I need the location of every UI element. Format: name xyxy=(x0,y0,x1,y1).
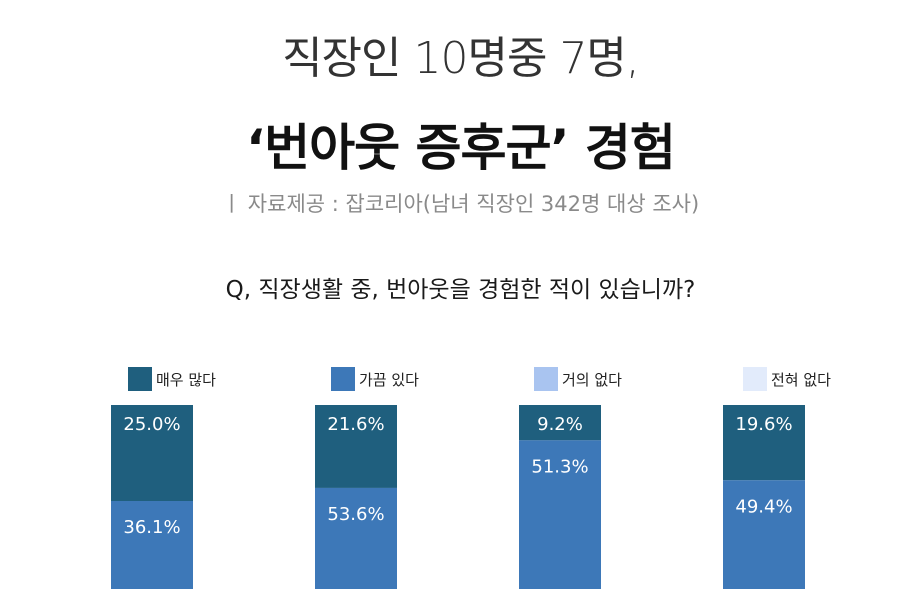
bar-segment-1-col-4 xyxy=(723,405,805,481)
data-label-2-col-1: 36.1% xyxy=(123,517,180,538)
source-note: ㅣ 자료제공 : 잡코리아(남녀 직장인 342명 대상 조사) xyxy=(221,192,700,216)
title-line-1: 직장인 10명중 7명, xyxy=(282,33,640,84)
legend-swatch xyxy=(743,367,767,391)
data-label-2-col-3: 51.3% xyxy=(531,456,588,477)
data-label-2-col-2: 53.6% xyxy=(327,504,384,525)
title-line-2: ‘번아웃 증후군’ 경험 xyxy=(246,119,676,177)
bar-segment-1-col-2 xyxy=(315,405,397,488)
bar-segment-1-col-3 xyxy=(519,405,601,441)
legend-item-sometimes: 가끔 있다 xyxy=(331,367,419,391)
legend-swatch xyxy=(331,367,355,391)
data-label-1-col-2: 21.6% xyxy=(327,414,384,435)
bar-segment-1-col-1 xyxy=(111,405,193,501)
legend-item-rarely: 거의 없다 xyxy=(534,367,622,391)
bar-segment-2-col-3 xyxy=(519,440,601,589)
legend-label: 거의 없다 xyxy=(562,370,622,389)
survey-question: Q, 직장생활 중, 번아웃을 경험한 적이 있습니까? xyxy=(225,277,696,303)
data-label-1-col-1: 25.0% xyxy=(123,414,180,435)
data-label-1-col-4: 19.6% xyxy=(735,414,792,435)
legend-label: 매우 많다 xyxy=(156,370,216,389)
legend-swatch xyxy=(128,367,152,391)
legend-item-very-often: 매우 많다 xyxy=(128,367,216,391)
legend-label: 전혀 없다 xyxy=(771,370,831,389)
legend-label: 가끔 있다 xyxy=(359,370,419,389)
bar-segment-2-col-4 xyxy=(723,480,805,589)
data-label-1-col-3: 9.2% xyxy=(537,414,583,435)
bar-segment-2-col-2 xyxy=(315,487,397,589)
data-label-2-col-4: 49.4% xyxy=(735,496,792,517)
bar-segment-2-col-1 xyxy=(111,501,193,589)
legend-swatch xyxy=(534,367,558,391)
legend-item-never: 전혀 없다 xyxy=(743,367,831,391)
